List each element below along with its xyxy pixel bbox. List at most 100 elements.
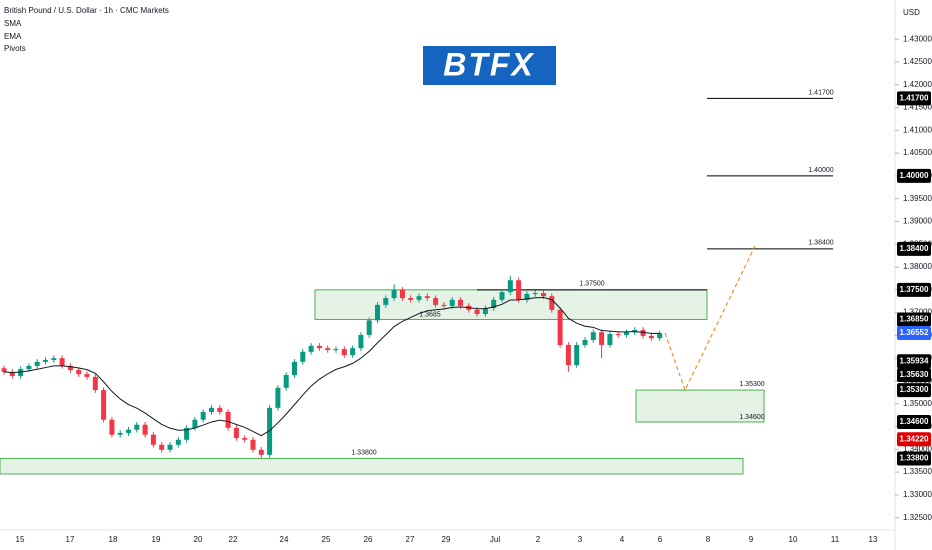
candle-body	[325, 348, 331, 350]
x-tick-label: 25	[322, 535, 331, 544]
candle-body	[200, 411, 206, 420]
ema-line	[3, 296, 660, 437]
candle-body	[574, 344, 580, 366]
candle-body	[391, 289, 397, 299]
candle-body	[18, 369, 24, 376]
candle-body	[134, 424, 140, 430]
candle-body	[607, 334, 613, 345]
indicator: SMA	[4, 19, 22, 28]
candle-body	[101, 390, 107, 420]
candle-body	[150, 434, 156, 445]
level-label: 1.41700	[808, 89, 833, 96]
candle-body	[333, 349, 339, 351]
candle-body	[159, 444, 165, 450]
candle-body	[474, 309, 480, 314]
price-tag-label: 1.38400	[900, 244, 929, 253]
candle-body	[67, 365, 73, 371]
candle-body	[308, 345, 314, 352]
candle-body	[267, 407, 273, 455]
price-tag	[897, 91, 931, 106]
price-tag-label: 1.40000	[900, 171, 929, 180]
candle-body	[399, 289, 405, 299]
price-tag-label: 1.41700	[900, 94, 929, 103]
x-tick-label: 9	[749, 535, 754, 544]
candle-body	[491, 299, 497, 309]
y-tick-label: 1.42500	[903, 57, 932, 66]
price-tag-label: 1.36850	[900, 315, 929, 324]
candle-body	[375, 304, 380, 321]
x-tick-label: 8	[706, 535, 711, 544]
price-tag	[897, 432, 931, 447]
zone	[635, 389, 765, 423]
y-tick-label: 1.39500	[903, 194, 932, 203]
candle-body	[9, 371, 15, 376]
zone	[314, 289, 708, 320]
candle-body	[358, 334, 364, 349]
candle-body	[557, 309, 563, 345]
price-tag-label: 1.33800	[900, 454, 929, 463]
y-tick-label: 1.41000	[903, 125, 932, 134]
price-tag	[897, 354, 931, 369]
logo: BTFX	[443, 46, 535, 82]
price-tag-label: 1.35630	[900, 370, 929, 379]
x-tick-label: 18	[109, 535, 118, 544]
price-tag-label: 1.37500	[900, 285, 929, 294]
y-tick-label: 1.43000	[903, 34, 932, 43]
y-tick-label: 1.33500	[903, 467, 932, 476]
candle-body	[242, 437, 248, 440]
price-tag	[897, 241, 931, 256]
candle-body	[76, 370, 82, 375]
y-tick-label: 1.42000	[903, 80, 932, 89]
logo-box	[423, 46, 556, 85]
candle-body	[300, 351, 306, 362]
price-tag	[897, 312, 931, 327]
y-tick-label: 1.37000	[903, 308, 932, 317]
x-tick-label: 22	[229, 535, 238, 544]
zone-label: 1.33800	[351, 449, 376, 456]
level-label: 1.38400	[808, 240, 833, 247]
level-label: 1.37500	[579, 281, 604, 288]
candle-body	[499, 292, 505, 300]
candle-body	[175, 439, 181, 445]
candle-body	[449, 299, 455, 306]
price-tag	[897, 282, 931, 297]
candle-body	[316, 345, 322, 349]
x-tick-label: 26	[364, 535, 373, 544]
candle-body	[640, 329, 646, 336]
price-tag	[897, 383, 931, 398]
x-tick-label: 3	[578, 535, 583, 544]
candle-body	[648, 335, 654, 339]
y-tick-label: 1.35000	[903, 399, 932, 408]
zone-label: 1.34600	[739, 414, 764, 421]
candle-body	[142, 424, 148, 435]
x-tick-label: 17	[66, 535, 75, 544]
price-tag	[897, 368, 931, 383]
candle-body	[582, 339, 588, 345]
price-tag-label: 1.36552	[900, 328, 929, 337]
candle-body	[192, 419, 198, 428]
price-tag-label: 1.34220	[900, 434, 929, 443]
chart-title: British Pound / U.S. Dollar · 1h · CMC M…	[4, 6, 169, 15]
candle-body	[565, 344, 571, 366]
zone-label: 1.3685	[419, 311, 441, 318]
candle-body	[258, 449, 264, 455]
y-tick-label: 1.33000	[903, 490, 932, 499]
y-tick-label: 1.38000	[903, 262, 932, 271]
candle-body	[51, 358, 57, 361]
price-tag	[897, 414, 931, 429]
x-tick-label: 2	[536, 535, 541, 544]
candle-body	[341, 349, 347, 356]
candle-body	[275, 387, 281, 408]
x-tick-label: 13	[869, 535, 878, 544]
price-tag	[897, 451, 931, 466]
candle-body	[366, 320, 372, 335]
price-tag	[897, 168, 931, 183]
candle-body	[250, 439, 256, 450]
candle-body	[541, 293, 546, 297]
candle-body	[549, 296, 555, 310]
candle-body	[59, 358, 65, 366]
x-tick-label: 27	[406, 535, 415, 544]
candle-body	[408, 298, 414, 300]
y-tick-label: 1.34000	[903, 444, 932, 453]
y-tick-label: 1.39000	[903, 217, 932, 226]
